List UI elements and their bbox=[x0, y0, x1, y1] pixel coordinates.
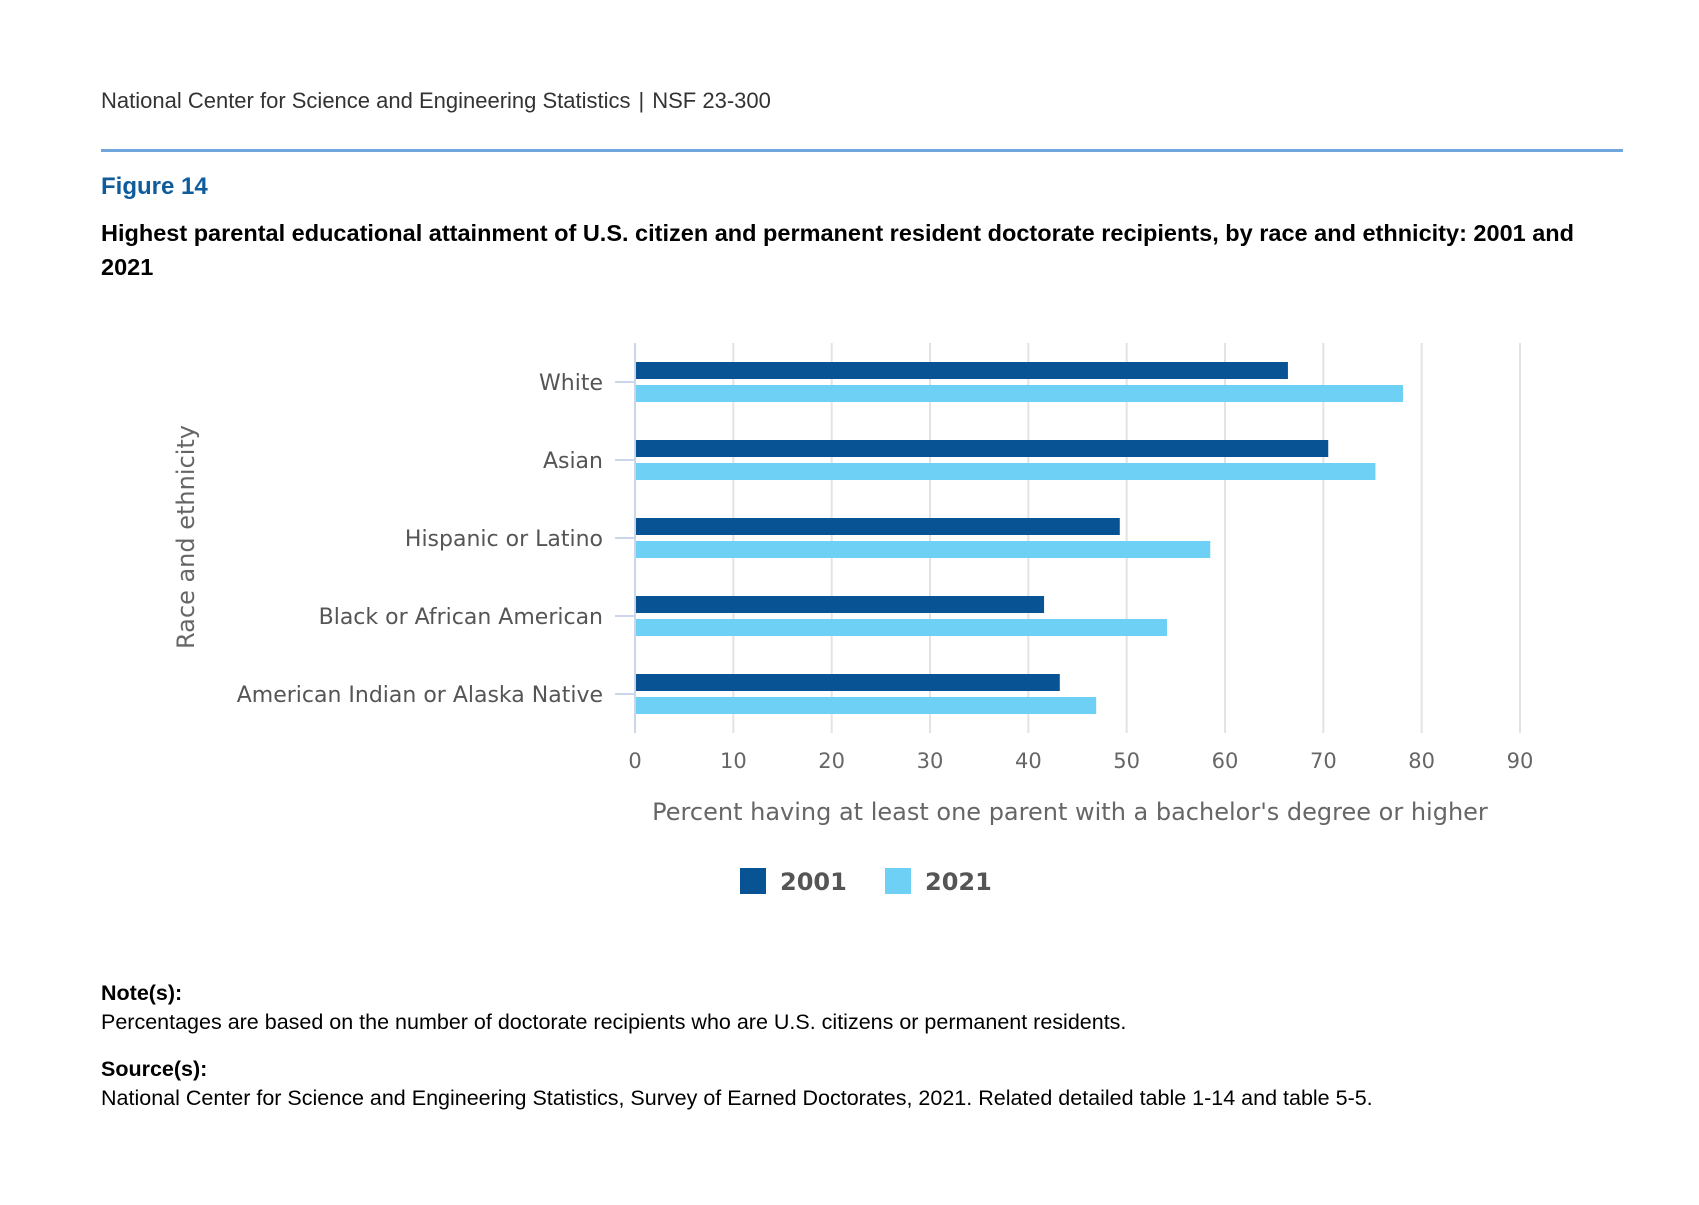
header-org: National Center for Science and Engineer… bbox=[101, 88, 631, 113]
legend-swatch-2021 bbox=[885, 868, 911, 894]
notes-section: Note(s): Percentages are based on the nu… bbox=[101, 981, 1126, 1035]
x-tick-label: 20 bbox=[818, 749, 845, 773]
x-tick-label: 70 bbox=[1310, 749, 1337, 773]
sources-section: Source(s): National Center for Science a… bbox=[101, 1057, 1373, 1111]
bar-2001 bbox=[636, 440, 1329, 457]
sources-text: National Center for Science and Engineer… bbox=[101, 1086, 1373, 1110]
legend-label-2001: 2001 bbox=[780, 868, 847, 896]
bar-2001 bbox=[636, 674, 1060, 691]
header-report-id: NSF 23-300 bbox=[652, 88, 771, 113]
category-label: American Indian or Alaska Native bbox=[237, 683, 603, 708]
category-label: White bbox=[539, 371, 603, 396]
category-label: Black or African American bbox=[319, 605, 603, 630]
report-header: National Center for Science and Engineer… bbox=[101, 88, 771, 114]
chart-grid bbox=[615, 343, 1521, 733]
legend-label-2021: 2021 bbox=[925, 868, 992, 896]
category-label: Asian bbox=[543, 449, 603, 474]
y-axis-label: Race and ethnicity bbox=[172, 425, 200, 649]
legend-swatch-2001 bbox=[740, 868, 766, 894]
x-tick-label: 50 bbox=[1113, 749, 1140, 773]
x-axis-label: Percent having at least one parent with … bbox=[652, 798, 1488, 826]
x-tick-label: 10 bbox=[720, 749, 747, 773]
bar-chart: White Asian Hispanic or Latino Black or Afr… bbox=[172, 343, 1533, 896]
bar-2021 bbox=[636, 697, 1097, 714]
bar-2021 bbox=[636, 619, 1167, 636]
x-tick-labels: 0 10 20 30 40 50 60 70 80 90 bbox=[628, 749, 1533, 773]
category-labels: White Asian Hispanic or Latino Black or Afr… bbox=[237, 371, 603, 708]
bar-2021 bbox=[636, 463, 1376, 480]
sources-heading: Source(s): bbox=[101, 1057, 208, 1081]
x-tick-label: 30 bbox=[917, 749, 944, 773]
bar-2001 bbox=[636, 518, 1120, 535]
header-rule bbox=[101, 149, 1623, 152]
x-tick-label: 60 bbox=[1212, 749, 1239, 773]
x-tick-label: 40 bbox=[1015, 749, 1042, 773]
bar-2021 bbox=[636, 541, 1211, 558]
notes-text: Percentages are based on the number of d… bbox=[101, 1010, 1127, 1034]
chart-bars bbox=[636, 362, 1403, 714]
chart-legend: 2001 2021 bbox=[740, 868, 992, 896]
bar-2001 bbox=[636, 596, 1045, 613]
category-label: Hispanic or Latino bbox=[405, 527, 603, 552]
bar-2021 bbox=[636, 385, 1403, 402]
header-separator: | bbox=[638, 88, 645, 113]
figure-title: Highest parental educational attainment … bbox=[101, 220, 1575, 280]
bar-2001 bbox=[636, 362, 1288, 379]
notes-heading: Note(s): bbox=[101, 981, 183, 1005]
figure-label: Figure 14 bbox=[101, 173, 208, 200]
x-tick-label: 80 bbox=[1408, 749, 1435, 773]
x-tick-label: 0 bbox=[628, 749, 641, 773]
x-tick-label: 90 bbox=[1507, 749, 1534, 773]
